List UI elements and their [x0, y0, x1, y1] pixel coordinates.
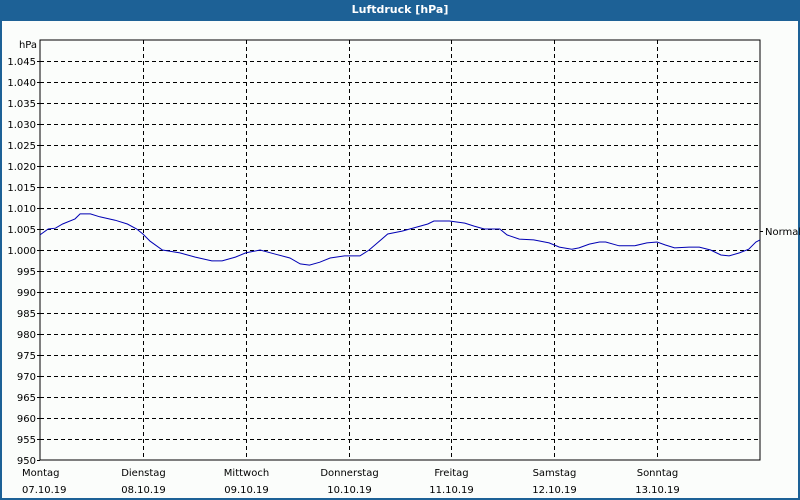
x-tick-date: 13.10.19: [635, 485, 680, 496]
x-tick-day: Samstag: [533, 468, 577, 479]
x-tick-day: Dienstag: [121, 468, 166, 479]
y-tick-label: 1.025: [7, 141, 36, 152]
x-tick-day: Montag: [22, 468, 59, 479]
grid-lines: [40, 40, 760, 460]
x-tick-day: Sonntag: [637, 468, 679, 479]
y-tick-label: 955: [17, 435, 36, 446]
x-tick-date: 08.10.19: [121, 485, 166, 496]
x-tick-day: Mittwoch: [224, 468, 269, 479]
plot-area-border: [39, 39, 761, 461]
x-tick-date: 12.10.19: [532, 485, 577, 496]
x-axis: Montag 07.10.19 Dienstag 08.10.19 Mittwoch 09…: [22, 468, 680, 496]
x-tick-date: 07.10.19: [22, 485, 67, 496]
y-tick-label: 1.040: [7, 78, 36, 89]
y-tick-label: 980: [17, 330, 36, 341]
y-tick-label: 970: [17, 372, 36, 383]
y-tick-label: 1.015: [7, 183, 36, 194]
y-tick-label: 975: [17, 351, 36, 362]
x-tick-day: Freitag: [434, 468, 468, 479]
reference-line-normal: Normal: [760, 227, 800, 238]
x-tick-date: 09.10.19: [224, 485, 269, 496]
x-tick-day: Donnerstag: [320, 468, 378, 479]
pressure-series-line: [39, 213, 761, 266]
y-axis: 950 955 960 965 970 975 980 985 990 995 1.000 1.005…: [7, 57, 40, 467]
y-tick-label: 1.010: [7, 204, 36, 215]
x-tick-date: 10.10.19: [327, 485, 372, 496]
chart-title: Luftdruck [hPa]: [0, 0, 800, 21]
y-tick-label: 1.020: [7, 162, 36, 173]
y-tick-label: 965: [17, 393, 36, 404]
y-tick-label: 1.000: [7, 246, 36, 257]
y-tick-label: 995: [17, 267, 36, 278]
y-tick-label: 1.035: [7, 99, 36, 110]
y-tick-label: 1.030: [7, 120, 36, 131]
y-tick-label: 990: [17, 288, 36, 299]
x-tick-date: 11.10.19: [429, 485, 474, 496]
y-tick-label: 1.045: [7, 57, 36, 68]
y-tick-label: 1.005: [7, 225, 36, 236]
y-axis-unit-label: hPa: [19, 40, 37, 51]
y-tick-label: 985: [17, 309, 36, 320]
y-tick-label: 960: [17, 414, 36, 425]
normal-label: Normal: [765, 227, 800, 238]
y-tick-label: 950: [17, 456, 36, 467]
